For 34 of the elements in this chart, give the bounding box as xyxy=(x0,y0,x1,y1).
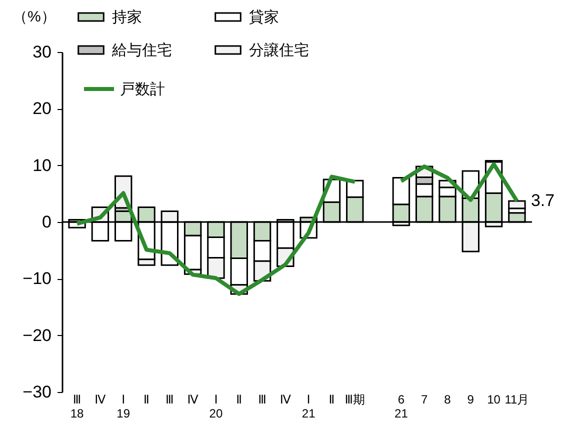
x-tick-label: Ⅳ xyxy=(280,392,291,406)
legend-label: 貸家 xyxy=(249,9,279,26)
x-tick-label: 7 xyxy=(420,392,428,406)
y-tick-label: 0 xyxy=(42,212,52,232)
x-tick-label: Ⅳ xyxy=(94,392,106,406)
y-tick-label: 20 xyxy=(32,99,52,118)
x-tick-label: Ⅱ xyxy=(144,392,150,406)
x-tick-label: Ⅱ xyxy=(236,392,242,406)
x-tick-label: Ⅲ xyxy=(258,392,266,406)
x-tick-label: 6 21 xyxy=(394,392,408,420)
x-tick-label: Ⅲ xyxy=(166,392,174,406)
y-tick-label: −30 xyxy=(22,382,52,402)
y-tick-label: 10 xyxy=(32,156,52,175)
x-tick-label: 10 xyxy=(487,392,501,406)
x-tick-label: Ⅲ 18 xyxy=(70,392,84,420)
legend-label: 持家 xyxy=(112,9,142,26)
x-tick-label: Ⅰ 21 xyxy=(302,392,316,420)
bar xyxy=(508,200,526,210)
y-axis-title: （%） xyxy=(12,8,56,26)
y-tick-label: −20 xyxy=(22,326,52,345)
x-tick-label: Ⅱ xyxy=(328,392,335,406)
annotation: 3.7 xyxy=(530,191,555,210)
x-tick-label: 8 xyxy=(444,392,452,406)
y-tick-label: 30 xyxy=(32,42,52,62)
x-tick-label: 9 xyxy=(467,392,474,406)
legend-label: 分譲住宅 xyxy=(249,42,309,59)
x-tick-label: Ⅳ xyxy=(187,392,198,406)
x-tick-label: 11月 xyxy=(504,392,530,406)
x-tick-label: Ⅰ 19 xyxy=(116,392,130,420)
x-tick-label: Ⅲ期 xyxy=(344,392,366,406)
legend-label: 戸数計 xyxy=(120,81,165,98)
legend-label: 給与住宅 xyxy=(111,42,172,59)
y-tick-label: −10 xyxy=(22,269,52,288)
x-tick-label: Ⅰ 20 xyxy=(209,392,223,420)
